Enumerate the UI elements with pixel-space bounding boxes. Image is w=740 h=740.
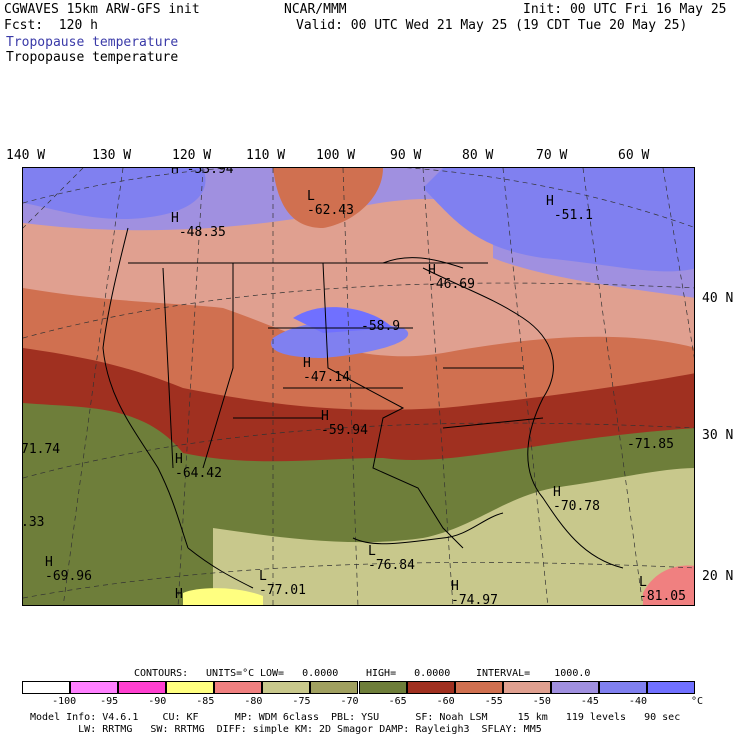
model-title: CGWAVES 15km ARW-GFS init [4,2,200,17]
band-minus-80 [643,565,694,605]
extremum-label: L -62.43 [307,189,354,218]
model-info: Model Info: V4.6.1 CU: KF MP: WDM 6class… [30,712,681,723]
color-swatch [358,681,407,694]
band-minus-40-central [293,307,393,333]
color-scale-label: -85 [196,696,215,707]
field-title: Tropopause temperature [6,50,179,65]
lon-label: 70 W [536,148,568,163]
extremum-label: H -47.14 [303,356,350,385]
field-title-colored: Tropopause temperature [6,35,179,50]
color-scale-label: -50 [532,696,551,707]
color-swatch [214,681,263,694]
extremum-label: H -46.69 [428,263,475,292]
extremum-label: L -81.05 [639,575,686,604]
lon-label: 60 W [618,148,650,163]
color-swatch [22,681,71,694]
color-swatch [502,681,551,694]
color-scale-label: -65 [388,696,407,707]
extremum-label: L -77.01 [259,569,306,598]
color-swatch [598,681,647,694]
color-scale-label: -40 [628,696,647,707]
extremum-label: 71.74 [22,442,61,457]
extremum-label: H -74.97 [451,579,498,606]
lon-label: 100 W [316,148,356,163]
lon-label: 130 W [92,148,132,163]
color-scale-label: -95 [100,696,119,707]
contours-units: UNITS=°C [206,668,255,679]
band-minus-45-central [271,321,409,358]
band-minus-60-north [273,168,383,228]
color-swatch [454,681,503,694]
lon-label: 120 W [172,148,212,163]
lon-label: 80 W [462,148,494,163]
color-swatch [70,681,119,694]
contours-high: HIGH= 0.0000 [366,668,451,679]
color-swatch [646,681,695,694]
color-scale-label: -75 [292,696,311,707]
extremum-label: H -48.35 [171,211,226,240]
color-swatch [550,681,599,694]
band-minus-45-ne [423,168,694,272]
lon-label: 140 W [6,148,46,163]
extremum-label: H -51.1 [546,194,593,223]
color-scale-label: -90 [148,696,167,707]
init-time: Init: 00 UTC Fri 16 May 25 [523,2,727,17]
band-minus-45-nw [23,168,206,220]
valid-time: Valid: 00 UTC Wed 21 May 25 (19 CDT Tue … [296,18,688,33]
extremum-label: H -69.96 [45,555,92,584]
color-swatch [310,681,359,694]
lon-label: 110 W [246,148,286,163]
extremum-label: H -64.42 [175,452,222,481]
extremum-label: H -59.94 [321,409,368,438]
contours-label: CONTOURS: [134,668,189,679]
forecast-hour: Fcst: 120 h [4,18,98,33]
contours-low: LOW= 0.0000 [260,668,339,679]
color-swatch [406,681,455,694]
extremum-label: H -70.78 [553,485,600,514]
color-scale-bar [22,681,695,694]
color-scale-label: -70 [340,696,359,707]
model-physics: LW: RRTMG SW: RRTMG DIFF: simple KM: 2D … [30,724,542,735]
color-swatch [118,681,167,694]
lat-label: 40 N [702,291,734,306]
lat-label: 20 N [702,569,734,584]
color-scale-label: -80 [244,696,263,707]
map-canvas [23,168,694,605]
color-scale-label: -100 [52,696,77,707]
extremum-label: .33 [22,515,45,530]
lat-label: 30 N [702,428,734,443]
color-scale-label: -45 [580,696,599,707]
boundaries [102,227,624,589]
extremum-label: H -53.94 [171,167,234,177]
extremum-label: -58.9 [361,319,401,334]
color-scale-label: °C [691,696,704,707]
graticule [23,168,694,605]
band-minus-85 [183,588,263,605]
color-swatch [262,681,311,694]
extremum-label: H [175,587,183,602]
contours-interval: INTERVAL= 1000.0 [476,668,591,679]
lon-label: 90 W [390,148,422,163]
organization: NCAR/MMM [284,2,347,17]
color-scale-label: -55 [484,696,503,707]
color-swatch [166,681,215,694]
tropopause-temperature-map: H -53.94 H -48.35 L -62.43 H -51.1 H -46… [22,167,695,606]
extremum-label: -71.85 [627,437,674,452]
extremum-label: L -76.84 [368,544,415,573]
color-scale-label: -60 [436,696,455,707]
